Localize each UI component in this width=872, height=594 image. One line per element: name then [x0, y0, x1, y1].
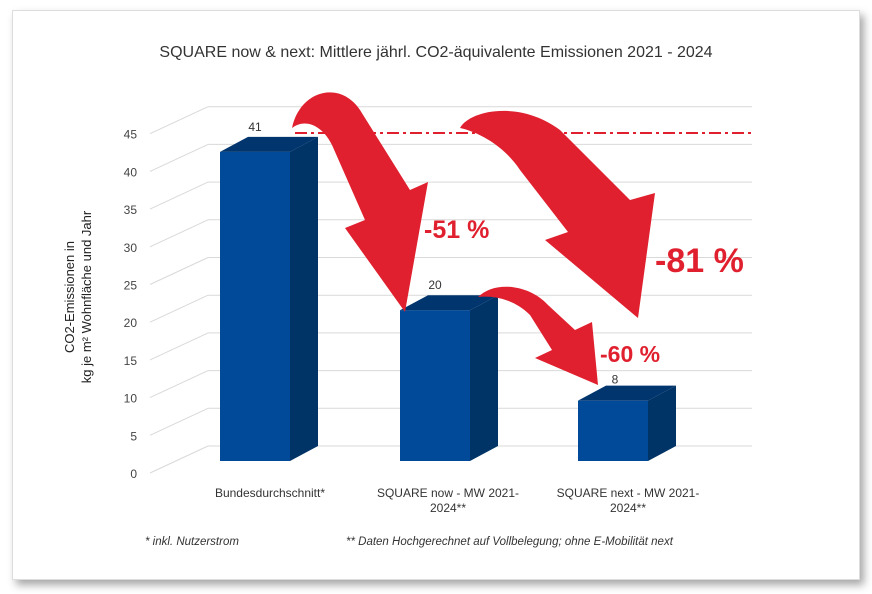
y-tick-label: 20 [124, 316, 138, 330]
y-tick-label: 45 [124, 128, 138, 142]
grid-diagonal [149, 257, 209, 285]
y-tick-label: 35 [124, 203, 138, 217]
bar-side [290, 136, 318, 462]
arrow-51-icon [292, 92, 428, 313]
data-label: 20 [428, 278, 442, 292]
grid-diagonal [149, 181, 209, 210]
annotation-81: -81 % [655, 242, 744, 280]
annotation-51: -51 % [424, 216, 489, 244]
y-tick-label: 40 [124, 165, 138, 179]
y-tick-label: 30 [124, 241, 138, 255]
grid-diagonal [149, 370, 209, 399]
bar-top [578, 385, 676, 401]
y-tick-label: 25 [124, 279, 138, 293]
grid-diagonal [149, 332, 209, 361]
x-tick-label: 2024** [610, 501, 646, 515]
grid-diagonal [149, 294, 209, 323]
y-tick-label: 0 [130, 467, 137, 481]
grid-diagonal [149, 143, 209, 172]
x-tick-label: SQUARE next - MW 2021- [557, 486, 700, 500]
bar-side [648, 385, 676, 461]
grid-diagonal [149, 445, 209, 474]
annotation-60: -60 % [600, 341, 660, 367]
bar-front [220, 151, 290, 462]
y-tick-label: 15 [124, 354, 138, 368]
bar-top [400, 295, 498, 311]
bar-front [400, 310, 470, 461]
grid-diagonal [149, 219, 209, 248]
data-label: 8 [612, 373, 619, 387]
footnote-1: * inkl. Nutzerstrom [145, 536, 239, 548]
arrow-60-icon [478, 286, 598, 385]
footnote-2: ** Daten Hochgerechnet auf Vollbelegung;… [346, 536, 673, 548]
bar-side [470, 295, 498, 461]
grid-diagonal [149, 407, 209, 436]
x-tick-label: SQUARE now - MW 2021- [377, 486, 519, 500]
data-label: 41 [248, 120, 262, 134]
bar-front [578, 400, 648, 461]
grid-diagonal [149, 106, 209, 135]
bar-top [220, 136, 318, 152]
x-tick-label: 2024** [430, 501, 466, 515]
arrow-81-icon [460, 110, 655, 318]
y-tick-label: 5 [130, 429, 137, 443]
y-tick-label: 10 [124, 392, 138, 406]
chart-title: SQUARE now & next: Mittlere jährl. CO2-ä… [159, 44, 713, 61]
x-tick-label: Bundesdurchschnitt* [215, 486, 325, 500]
